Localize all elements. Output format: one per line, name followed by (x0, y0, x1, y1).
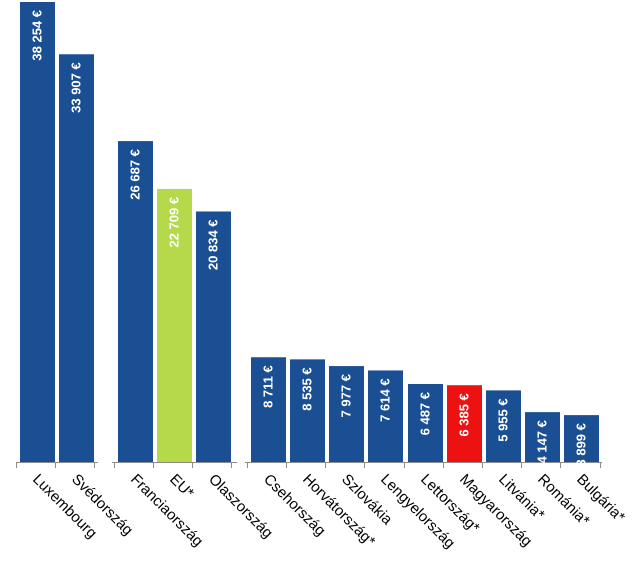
bar-value-label: 7 977 € (339, 374, 354, 417)
bar (525, 412, 560, 462)
bar (486, 390, 521, 462)
bar-value-label: 5 955 € (496, 398, 511, 441)
bar (20, 2, 55, 462)
bar-value-label: 20 834 € (206, 219, 221, 270)
bar (368, 370, 403, 462)
bar-value-label: 4 147 € (535, 420, 550, 463)
category-label: EU* (166, 471, 197, 502)
bar-value-label: 6 487 € (418, 392, 433, 435)
bar (118, 141, 153, 462)
bar (196, 211, 231, 462)
bar-value-label: 7 614 € (378, 378, 393, 421)
bar (329, 366, 364, 462)
bar-value-label: 8 535 € (300, 367, 315, 410)
bar (157, 188, 192, 462)
bar-value-label: 26 687 € (128, 149, 143, 200)
bar-value-label: 38 254 € (30, 10, 45, 61)
bar (408, 383, 443, 462)
bar (59, 54, 94, 462)
bar (251, 357, 286, 462)
bar-value-label: 22 709 € (167, 197, 182, 248)
bar (447, 385, 482, 462)
bar-value-label: 6 385 € (457, 393, 472, 436)
bar (290, 359, 325, 462)
bar (564, 415, 599, 462)
bar-value-label: 3 899 € (574, 423, 589, 466)
bar-value-label: 33 907 € (69, 62, 84, 113)
bar-value-label: 8 711 € (261, 365, 276, 408)
